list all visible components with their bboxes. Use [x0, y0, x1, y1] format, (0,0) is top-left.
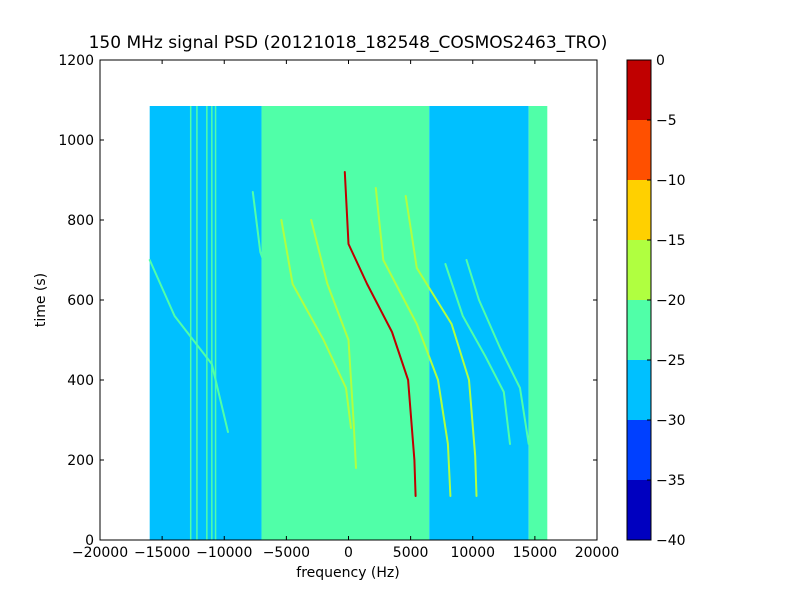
- colorbar-band: [627, 480, 651, 540]
- colorbar-tick-label: 0: [656, 53, 665, 69]
- x-axis: −20000 −15000 −10000 −5000 0 5000 10000 15000 20…: [72, 60, 619, 561]
- signal-trace: [251, 191, 282, 309]
- x-tick-label: −10000: [196, 545, 252, 561]
- y-axis-label: time (s): [33, 273, 49, 327]
- colorbar-band: [627, 180, 651, 240]
- signal-trace: [148, 259, 229, 433]
- x-tick-label: 15000: [513, 545, 558, 561]
- colorbar: [627, 60, 651, 540]
- y-tick-label: 1200: [58, 53, 94, 69]
- colorbar-tick-label: −20: [656, 293, 686, 309]
- colorbar-band: [627, 420, 651, 480]
- colorbar-tick-label: −10: [656, 173, 686, 189]
- y-tick-label: 0: [85, 533, 94, 549]
- heatmap-region: [429, 106, 529, 540]
- colorbar-tick-label: −40: [656, 533, 686, 549]
- y-tick-label: 600: [67, 293, 94, 309]
- plot-area: [100, 60, 597, 540]
- colorbar-tick-label: −30: [656, 413, 686, 429]
- signal-traces: [148, 171, 530, 497]
- y-axis: 0 200 400 600 800 1000 1200: [58, 53, 597, 549]
- colorbar-tick-label: −35: [656, 473, 686, 489]
- signal-trace: [343, 171, 417, 497]
- signal-trace: [404, 195, 478, 497]
- signal-trace: [280, 219, 352, 429]
- chart-title: 150 MHz signal PSD (20121018_182548_COSM…: [89, 33, 608, 53]
- heatmap-regions: [149, 106, 548, 540]
- x-tick-label: −20000: [72, 545, 128, 561]
- colorbar-tick-label: −25: [656, 353, 686, 369]
- x-tick-label: 0: [344, 545, 353, 561]
- colorbar-tick-label: −5: [656, 113, 677, 129]
- x-tick-label: −15000: [134, 545, 190, 561]
- colorbar-band: [627, 360, 651, 420]
- colorbar-band: [627, 240, 651, 300]
- colorbar-band: [627, 300, 651, 360]
- x-tick-label: 5000: [393, 545, 429, 561]
- y-tick-label: 400: [67, 373, 94, 389]
- x-tick-label: 20000: [575, 545, 620, 561]
- colorbar-band: [627, 60, 651, 120]
- x-tick-label: −5000: [263, 545, 310, 561]
- signal-trace: [374, 187, 452, 497]
- y-tick-label: 200: [67, 453, 94, 469]
- colorbar-axis: 0 −5 −10 −15 −20 −25 −30 −35 −40: [647, 53, 686, 549]
- colorbar-band: [627, 120, 651, 180]
- x-tick-label: 10000: [450, 545, 495, 561]
- signal-trace: [310, 219, 357, 469]
- x-axis-label: frequency (Hz): [296, 565, 399, 581]
- heatmap-region: [528, 106, 548, 540]
- colorbar-tick-label: −15: [656, 233, 686, 249]
- y-tick-label: 1000: [58, 133, 94, 149]
- heatmap-region: [149, 106, 262, 540]
- y-tick-label: 800: [67, 213, 94, 229]
- vertical-lines: [189, 106, 217, 540]
- signal-trace: [465, 259, 530, 445]
- signal-trace: [444, 263, 511, 445]
- heatmap-region: [261, 106, 430, 540]
